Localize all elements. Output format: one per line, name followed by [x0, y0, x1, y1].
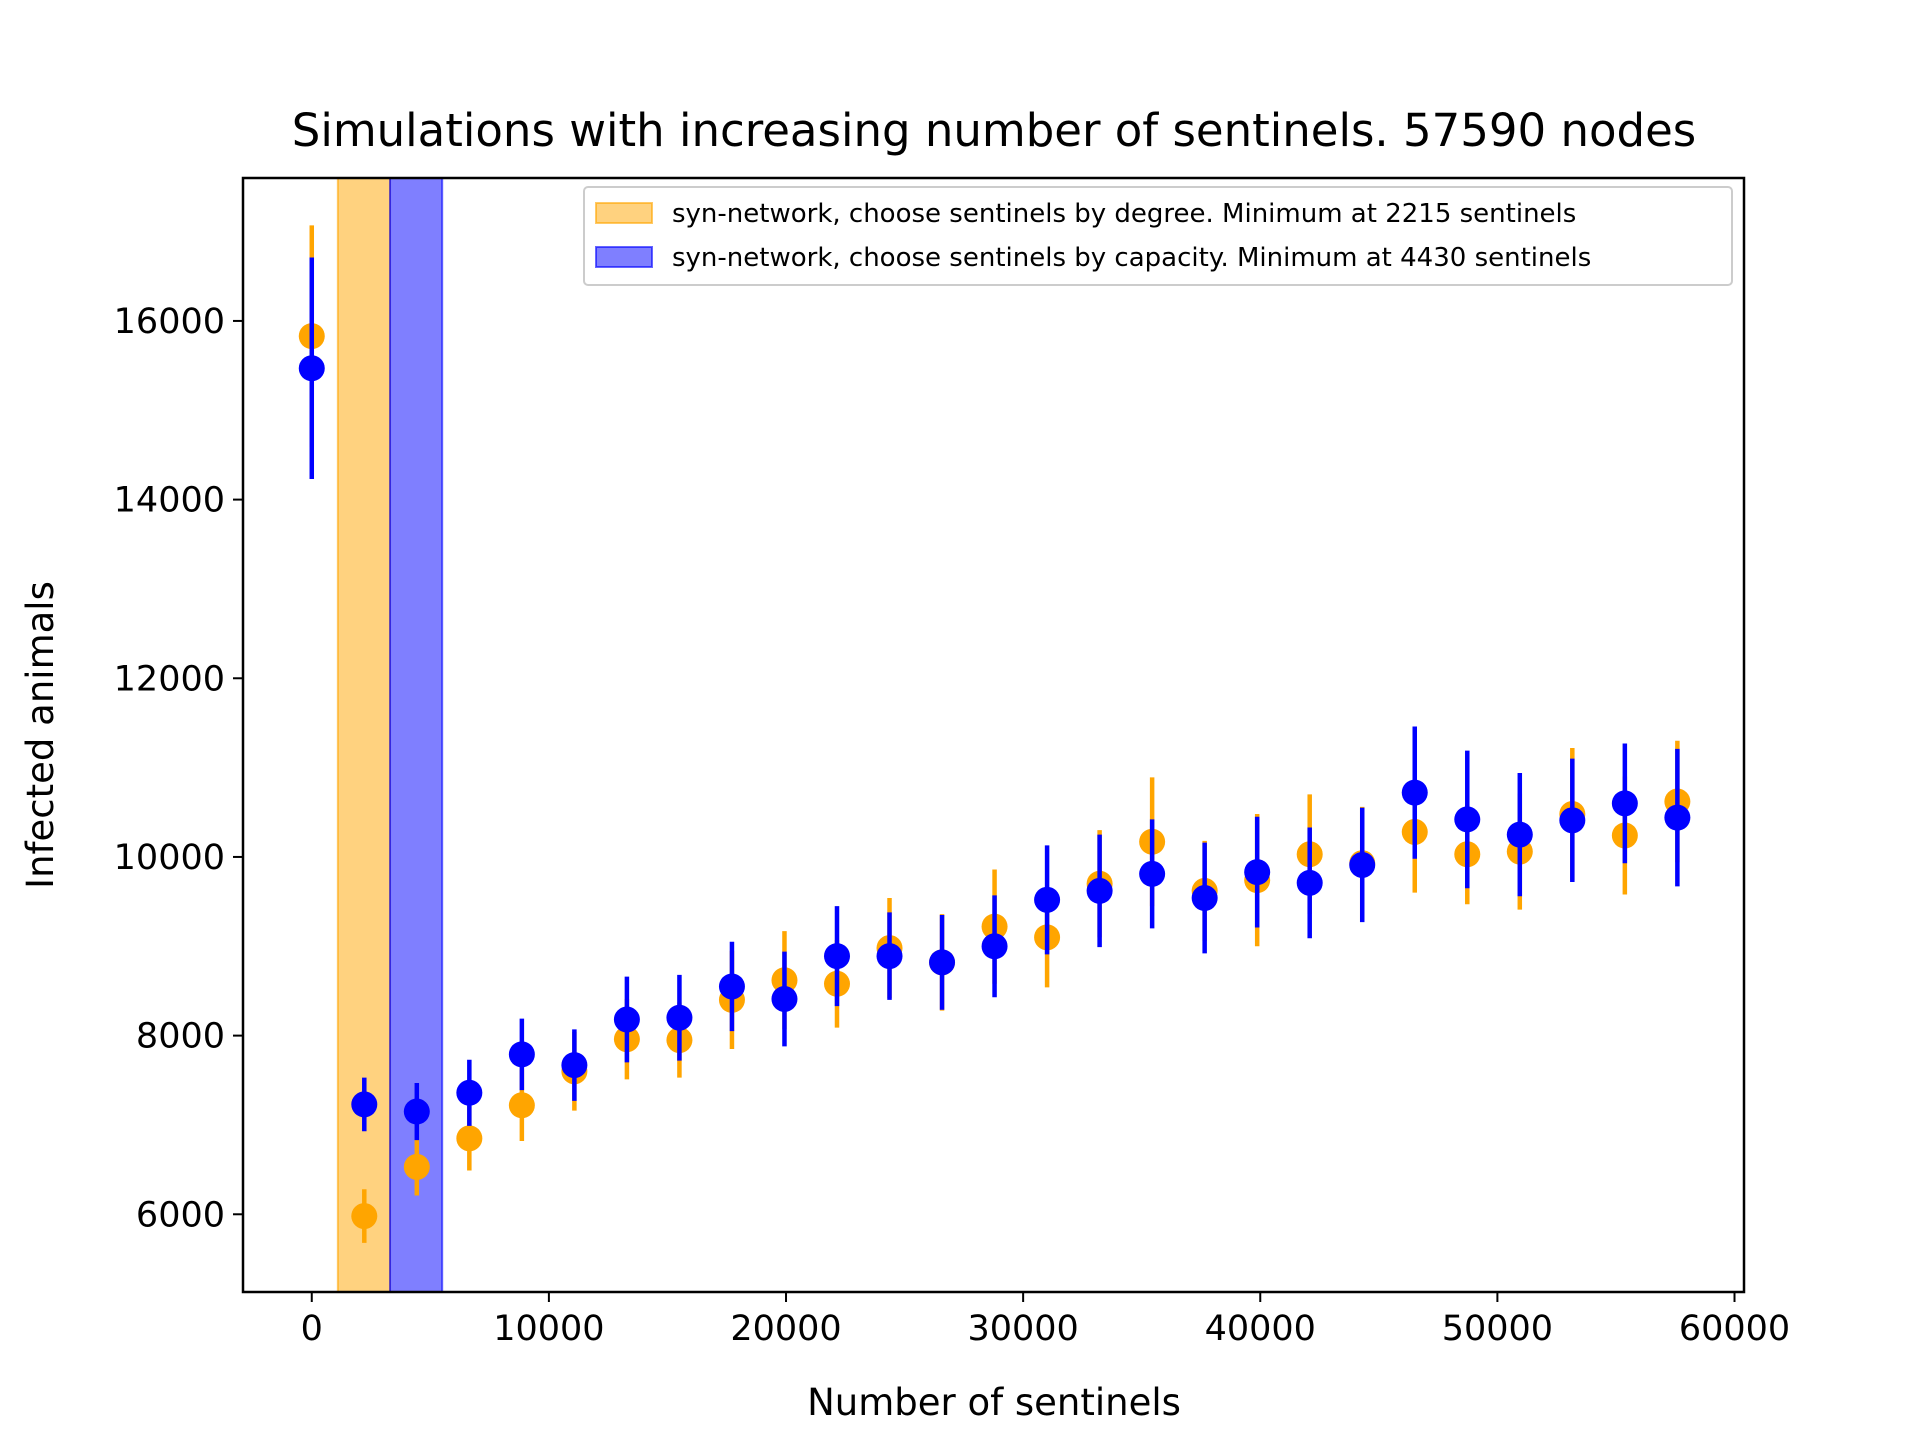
data-point: [981, 933, 1008, 960]
x-tick-label: 60000: [1679, 1309, 1790, 1349]
x-tick-label: 50000: [1442, 1309, 1553, 1349]
data-point: [1611, 790, 1638, 817]
data-point: [403, 1098, 430, 1125]
plot-area: [298, 177, 1691, 1293]
data-point: [1349, 851, 1376, 878]
data-point: [403, 1153, 430, 1180]
legend-box: [583, 186, 1733, 286]
x-tick-label: 40000: [1205, 1309, 1316, 1349]
data-point: [561, 1052, 588, 1079]
series-degree: [298, 225, 1691, 1243]
data-point: [1139, 860, 1166, 887]
data-point: [1086, 877, 1113, 904]
y-tick-label: 14000: [114, 481, 225, 521]
y-axis-label: Infected animals: [19, 581, 62, 889]
data-point: [1506, 821, 1533, 848]
data-point: [613, 1006, 640, 1033]
legend-label-degree: syn-network, choose sentinels by degree.…: [672, 199, 1576, 229]
series-capacity: [298, 257, 1691, 1141]
plot-frame: [241, 176, 1746, 1294]
y-tick-label: 10000: [114, 838, 225, 878]
x-axis-label: Number of sentinels: [807, 1381, 1181, 1424]
legend: syn-network, choose sentinels by degree.…: [583, 186, 1733, 286]
legend-swatch-capacity: [595, 246, 653, 268]
data-point: [771, 985, 798, 1012]
x-tick-label: 0: [301, 1309, 323, 1349]
y-tick-label: 8000: [136, 1017, 225, 1057]
data-point: [298, 355, 325, 382]
data-point: [876, 943, 903, 970]
data-point: [666, 1004, 693, 1031]
legend-label-capacity: syn-network, choose sentinels by capacit…: [672, 243, 1591, 273]
x-tick-label: 20000: [730, 1309, 841, 1349]
y-tick-label: 12000: [114, 659, 225, 699]
data-point: [508, 1092, 535, 1119]
data-point: [823, 943, 850, 970]
data-point: [1296, 869, 1323, 896]
data-point: [1664, 804, 1691, 831]
data-point: [1454, 806, 1481, 833]
data-point: [1244, 859, 1271, 886]
x-tick-label: 10000: [493, 1309, 604, 1349]
data-point: [456, 1079, 483, 1106]
data-point: [929, 949, 956, 976]
data-point: [351, 1203, 378, 1230]
axes: 0 10000 20000 30000 40000 50000 60000 6000 8000 1…: [114, 302, 1791, 1349]
data-point: [1559, 807, 1586, 834]
data-point: [456, 1125, 483, 1152]
y-tick-label: 16000: [114, 302, 225, 342]
data-point: [1191, 885, 1218, 912]
x-tick-label: 30000: [967, 1309, 1078, 1349]
data-point: [508, 1041, 535, 1068]
data-point: [1034, 886, 1061, 913]
data-point: [718, 973, 745, 1000]
y-tick-label: 6000: [136, 1195, 225, 1235]
chart-title: Simulations with increasing number of se…: [292, 104, 1696, 157]
legend-swatch-degree: [595, 202, 653, 224]
data-point: [351, 1091, 378, 1118]
data-point: [1401, 779, 1428, 806]
